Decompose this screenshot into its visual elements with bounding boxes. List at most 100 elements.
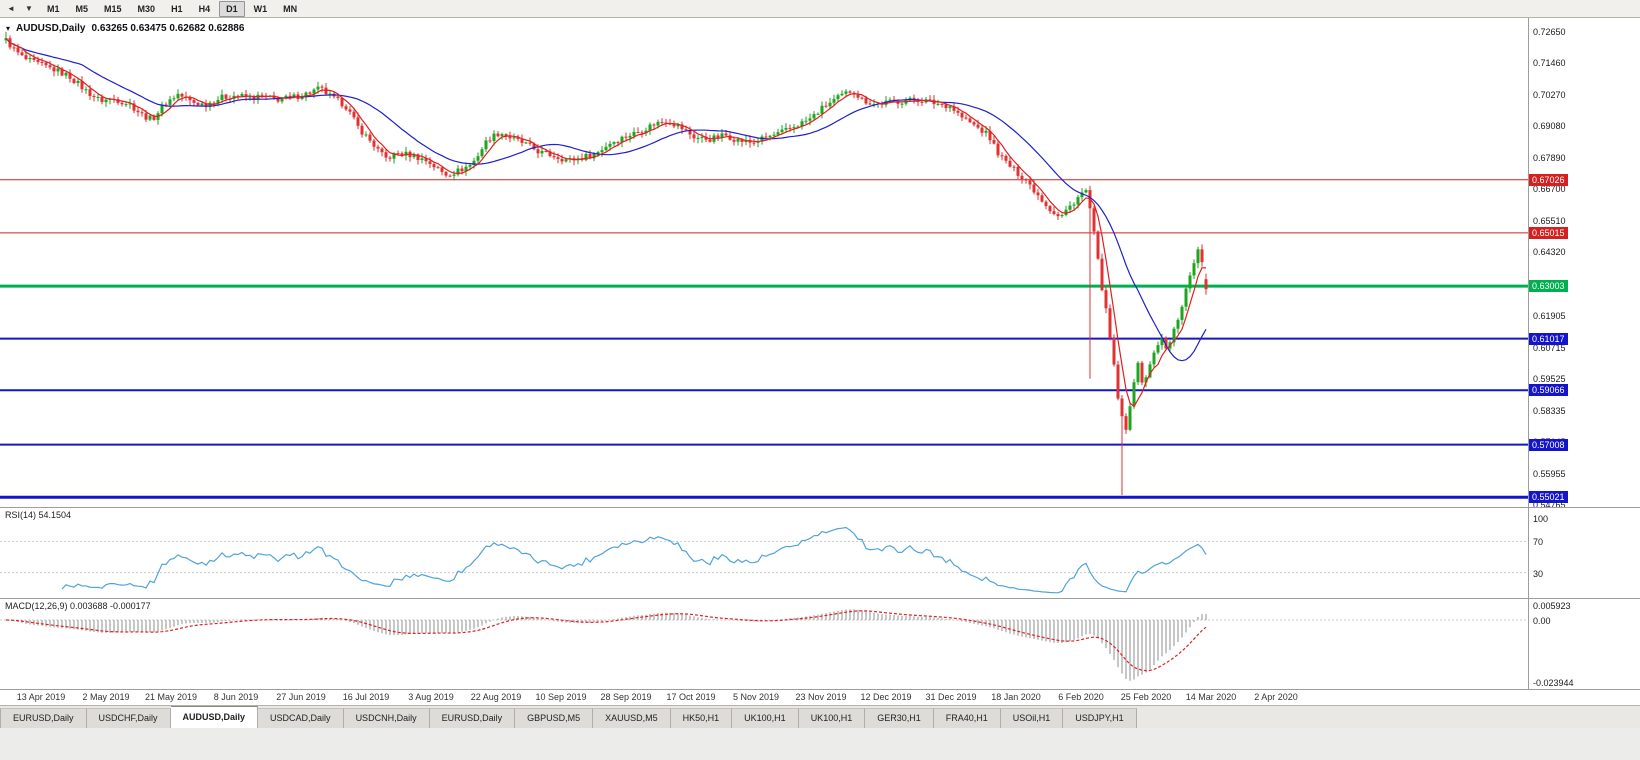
date-axis-label: 6 Feb 2020 bbox=[1058, 692, 1104, 702]
chart-tab-eurusd-daily[interactable]: EURUSD,Daily bbox=[429, 708, 516, 728]
date-axis-label: 10 Sep 2019 bbox=[535, 692, 587, 702]
date-axis-label: 23 Nov 2019 bbox=[795, 692, 847, 702]
ma-fast-line bbox=[5, 37, 1207, 408]
chart-tab-xauusd-m5[interactable]: XAUUSD,M5 bbox=[593, 708, 671, 728]
rsi-macd-separator[interactable] bbox=[0, 598, 1640, 599]
chart-tab-fra40-h1[interactable]: FRA40,H1 bbox=[933, 708, 1001, 728]
price-level-box-0.63003[interactable]: 0.63003 bbox=[1529, 280, 1568, 293]
rsi-axis-label: 70 bbox=[1533, 537, 1544, 548]
price-axis-label: 0.66700 bbox=[1533, 184, 1566, 195]
price-level-box-0.55021[interactable]: 0.55021 bbox=[1529, 491, 1568, 504]
rsi-axis-label: 100 bbox=[1533, 514, 1549, 524]
chart-dropdown-icon[interactable]: ▾ bbox=[6, 24, 11, 33]
price-axis-label: 0.69080 bbox=[1533, 121, 1566, 132]
macd-axis-label: 0.005923 bbox=[1533, 600, 1571, 611]
date-axis-label: 5 Nov 2019 bbox=[732, 692, 780, 702]
chart-cursor-icon[interactable]: ◄ bbox=[7, 4, 15, 13]
date-axis-label: 22 Aug 2019 bbox=[470, 692, 522, 702]
price-axis-label: 0.59525 bbox=[1533, 374, 1566, 385]
macd-axis-label: -0.023944 bbox=[1533, 677, 1574, 688]
price-level-box-0.67026[interactable]: 0.67026 bbox=[1529, 173, 1568, 186]
timeframe-button-h1[interactable]: H1 bbox=[171, 3, 183, 14]
chart-tab-ger30-h1[interactable]: GER30,H1 bbox=[865, 708, 934, 728]
price-axis-label: 0.61905 bbox=[1533, 311, 1566, 322]
rsi-line bbox=[61, 526, 1207, 594]
chart-shift-icon[interactable]: ▼ bbox=[25, 4, 33, 13]
date-axis-label: 8 Jun 2019 bbox=[213, 692, 259, 702]
timeframe-button-h4[interactable]: H4 bbox=[198, 3, 211, 14]
price-axis-label: 0.58335 bbox=[1533, 405, 1566, 416]
macd-label: MACD(12,26,9) 0.003688 -0.000177 bbox=[5, 601, 151, 611]
chart-tab-usdcnh-daily[interactable]: USDCNH,Daily bbox=[343, 708, 430, 728]
chart-tab-audusd-daily[interactable]: AUDUSD,Daily bbox=[170, 706, 259, 728]
date-axis[interactable]: 13 Apr 2019 2 May 2019 21 May 2019 8 Jun 20… bbox=[0, 689, 1640, 705]
rsi-chart-canvas[interactable] bbox=[0, 508, 1528, 598]
chart-ohlc-values: 0.63265 0.63475 0.62682 0.62886 bbox=[91, 23, 245, 34]
macd-chart-canvas[interactable] bbox=[0, 599, 1528, 689]
price-axis-label: 0.71460 bbox=[1533, 58, 1566, 69]
price-axis-label: 0.70270 bbox=[1533, 89, 1566, 100]
price-axis-label: 0.67890 bbox=[1533, 152, 1566, 163]
date-axis-label: 17 Oct 2019 bbox=[666, 692, 716, 702]
timeframe-button-w1[interactable]: W1 bbox=[253, 3, 268, 14]
ma-slow-line bbox=[5, 37, 1207, 362]
date-axis-label: 12 Dec 2019 bbox=[860, 692, 912, 702]
price-axis[interactable]: 0.72650 0.71460 0.70270 0.69080 0.67890 0.667… bbox=[1529, 17, 1640, 689]
date-axis-label: 13 Apr 2019 bbox=[16, 692, 66, 702]
price-axis-label: 0.64320 bbox=[1533, 247, 1566, 258]
chart-symbol-label: AUDUSD,Daily bbox=[16, 23, 86, 34]
status-strip bbox=[0, 727, 1640, 760]
date-axis-label: 2 May 2019 bbox=[82, 692, 130, 702]
chart-tab-gbpusd-m5[interactable]: GBPUSD,M5 bbox=[515, 708, 594, 728]
date-axis-label: 27 Jun 2019 bbox=[276, 692, 326, 702]
price-level-box-0.65015[interactable]: 0.65015 bbox=[1529, 226, 1568, 239]
price-level-box-0.59066[interactable]: 0.59066 bbox=[1529, 384, 1568, 397]
timeframe-button-group: M1 M5 M15 M30 H1 H4 D1 W1 MN bbox=[39, 0, 305, 17]
date-axis-label: 18 Jan 2020 bbox=[991, 692, 1041, 702]
candles-series bbox=[4, 31, 1208, 496]
chart-tab-usoil-h1[interactable]: USOil,H1 bbox=[1000, 708, 1064, 728]
date-axis-label: 3 Aug 2019 bbox=[408, 692, 454, 702]
price-level-box-0.61017[interactable]: 0.61017 bbox=[1529, 332, 1568, 345]
timeframe-button-d1[interactable]: D1 bbox=[219, 0, 245, 17]
chart-tab-hk50-h1[interactable]: HK50,H1 bbox=[670, 708, 733, 728]
chart-tab-usdcad-daily[interactable]: USDCAD,Daily bbox=[258, 708, 344, 728]
date-axis-label: 31 Dec 2019 bbox=[925, 692, 977, 702]
macd-axis-label: 0.00 bbox=[1533, 616, 1551, 626]
macd-signal-line bbox=[5, 610, 1207, 672]
chart-tab-uk100-h1[interactable]: UK100,H1 bbox=[732, 708, 799, 728]
timeframe-button-m1[interactable]: M1 bbox=[47, 3, 60, 14]
price-level-box-0.57008[interactable]: 0.57008 bbox=[1529, 438, 1568, 451]
date-axis-label: 2 Apr 2020 bbox=[1254, 692, 1298, 702]
price-chart-canvas[interactable] bbox=[0, 17, 1528, 507]
price-scale-separator bbox=[1528, 17, 1529, 689]
timeframe-button-mn[interactable]: MN bbox=[283, 3, 298, 14]
rsi-axis-label: 30 bbox=[1533, 568, 1544, 579]
timeframe-button-m15[interactable]: M15 bbox=[104, 3, 122, 14]
timeframe-button-m30[interactable]: M30 bbox=[137, 3, 156, 14]
date-axis-label: 21 May 2019 bbox=[144, 692, 198, 702]
chart-title: ▾ AUDUSD,Daily 0.63265 0.63475 0.62682 0… bbox=[6, 23, 244, 34]
horizontal-level-lines bbox=[0, 179, 1528, 499]
price-axis-label: 0.54765 bbox=[1533, 500, 1566, 510]
chart-tab-usdjpy-h1[interactable]: USDJPY,H1 bbox=[1063, 708, 1137, 728]
timeframe-button-m5[interactable]: M5 bbox=[75, 3, 89, 14]
date-axis-label: 14 Mar 2020 bbox=[1185, 692, 1237, 702]
price-rsi-separator[interactable] bbox=[0, 507, 1640, 508]
price-axis-label: 0.72650 bbox=[1533, 27, 1566, 37]
date-axis-label: 25 Feb 2020 bbox=[1120, 692, 1172, 702]
macd-histogram bbox=[9, 609, 1207, 681]
chart-tab-usdchf-daily[interactable]: USDCHF,Daily bbox=[86, 708, 171, 728]
chart-tab-uk100-h1[interactable]: UK100,H1 bbox=[798, 708, 866, 728]
price-axis-label: 0.65510 bbox=[1533, 215, 1566, 226]
rsi-label: RSI(14) 54.1504 bbox=[5, 510, 72, 520]
price-axis-label: 0.55955 bbox=[1533, 468, 1566, 479]
chart-tab-eurusd-daily[interactable]: EURUSD,Daily bbox=[0, 708, 87, 728]
chart-tab-bar: EURUSD,Daily USDCHF,Daily AUDUSD,Daily USDC… bbox=[0, 705, 1640, 728]
chart-dates-separator bbox=[0, 689, 1640, 690]
date-axis-label: 16 Jul 2019 bbox=[342, 692, 390, 702]
timeframe-toolbar: ◄ ▼ M1 M5 M15 M30 H1 H4 D1 W1 MN bbox=[0, 0, 1640, 18]
date-axis-label: 28 Sep 2019 bbox=[600, 692, 652, 702]
price-axis-label: 0.60715 bbox=[1533, 342, 1566, 353]
